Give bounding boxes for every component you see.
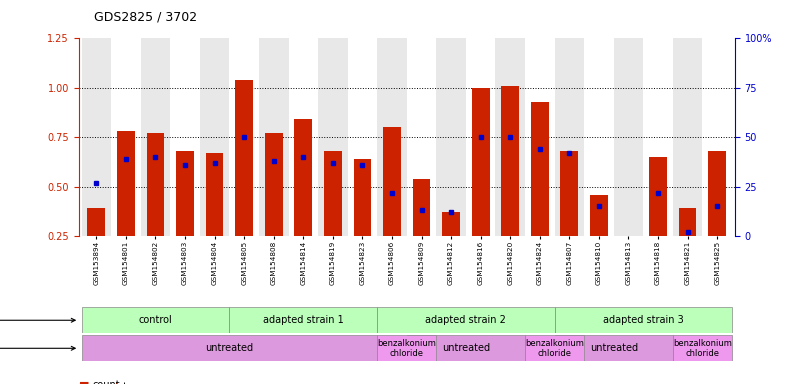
Bar bbox=[555, 307, 732, 333]
Bar bbox=[235, 80, 253, 236]
Bar bbox=[531, 102, 549, 236]
Bar bbox=[679, 209, 696, 236]
Bar bbox=[436, 38, 466, 236]
Bar bbox=[443, 212, 460, 236]
Bar bbox=[377, 38, 407, 236]
Text: adapted strain 2: adapted strain 2 bbox=[425, 315, 506, 325]
Bar bbox=[525, 335, 584, 361]
Bar bbox=[560, 151, 578, 236]
Bar bbox=[555, 38, 584, 236]
Text: count: count bbox=[93, 380, 120, 384]
Text: count: count bbox=[90, 382, 127, 384]
Bar bbox=[259, 38, 288, 236]
Bar bbox=[87, 209, 105, 236]
Bar bbox=[377, 335, 436, 361]
Bar bbox=[377, 307, 555, 333]
Bar bbox=[383, 127, 401, 236]
Bar bbox=[501, 86, 519, 236]
Bar bbox=[590, 195, 608, 236]
Bar bbox=[82, 307, 230, 333]
Bar bbox=[206, 153, 223, 236]
Text: benzalkonium
chloride: benzalkonium chloride bbox=[673, 339, 732, 358]
Bar bbox=[82, 38, 111, 236]
Bar bbox=[176, 151, 194, 236]
Bar bbox=[413, 179, 431, 236]
Text: benzalkonium
chloride: benzalkonium chloride bbox=[525, 339, 584, 358]
Bar bbox=[295, 119, 312, 236]
Bar bbox=[614, 38, 643, 236]
Text: adapted strain 1: adapted strain 1 bbox=[263, 315, 343, 325]
Bar bbox=[495, 38, 525, 236]
Text: control: control bbox=[138, 315, 172, 325]
Text: untreated: untreated bbox=[590, 343, 637, 353]
Bar bbox=[200, 38, 230, 236]
Text: growth protocol: growth protocol bbox=[0, 343, 75, 353]
Bar bbox=[619, 236, 637, 246]
Text: untreated: untreated bbox=[205, 343, 253, 353]
Text: untreated: untreated bbox=[442, 343, 490, 353]
Text: ■: ■ bbox=[79, 380, 89, 384]
Bar bbox=[324, 151, 342, 236]
Bar bbox=[555, 335, 673, 361]
Bar bbox=[82, 335, 377, 361]
Text: strain: strain bbox=[0, 315, 75, 325]
Bar bbox=[673, 335, 732, 361]
Bar bbox=[117, 131, 134, 236]
Text: adapted strain 3: adapted strain 3 bbox=[603, 315, 684, 325]
Bar bbox=[472, 88, 490, 236]
Bar bbox=[649, 157, 667, 236]
Bar bbox=[318, 38, 347, 236]
Text: GDS2825 / 3702: GDS2825 / 3702 bbox=[94, 10, 197, 23]
Bar bbox=[354, 159, 371, 236]
Bar bbox=[407, 335, 525, 361]
Bar bbox=[230, 307, 377, 333]
Bar bbox=[708, 151, 726, 236]
Bar bbox=[141, 38, 171, 236]
Bar bbox=[265, 133, 283, 236]
Bar bbox=[147, 133, 164, 236]
Text: ■ count: ■ count bbox=[79, 382, 119, 384]
Text: benzalkonium
chloride: benzalkonium chloride bbox=[377, 339, 436, 358]
Bar bbox=[673, 38, 703, 236]
